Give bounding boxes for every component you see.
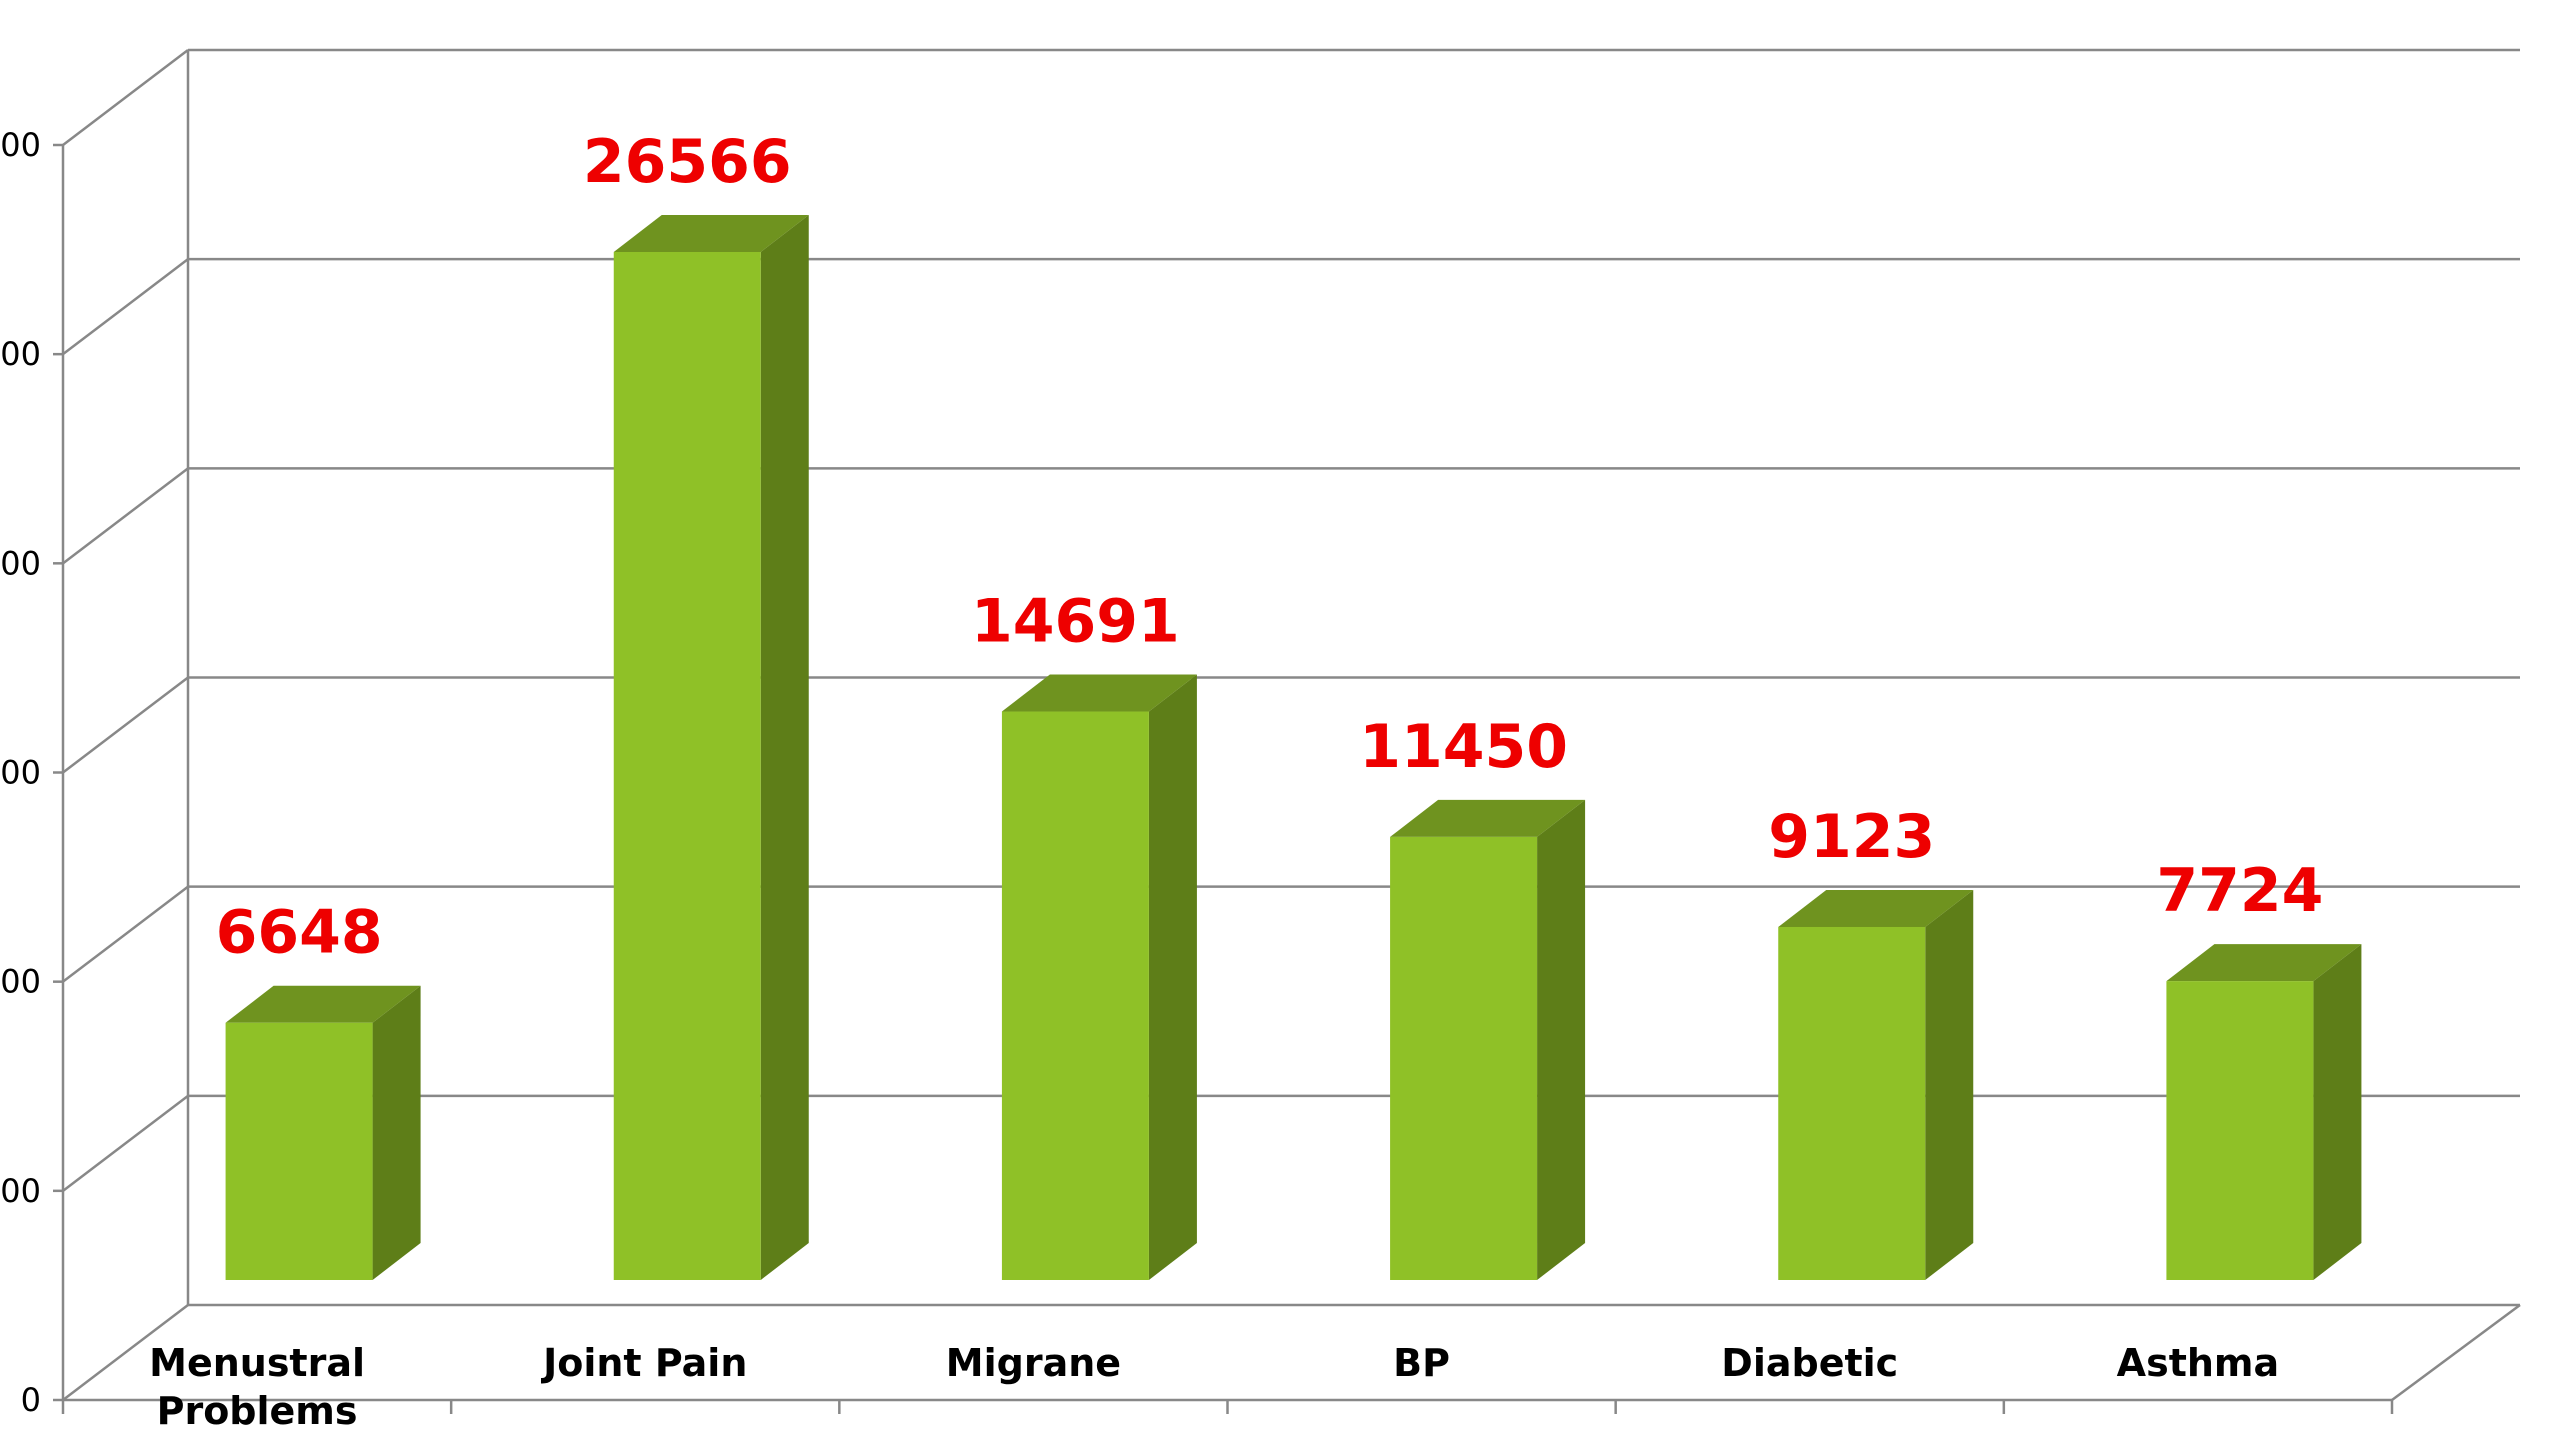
gridlines — [62, 48, 2521, 1402]
side-wall-line — [62, 1094, 189, 1192]
side-wall-line — [62, 885, 189, 983]
bar-top — [1778, 889, 1974, 927]
bar-side — [1925, 889, 1974, 1280]
bar-top — [1001, 674, 1197, 712]
y-tick-label: 15000 — [0, 754, 41, 792]
bar-side — [2313, 944, 2362, 1280]
data-label: 9123 — [1768, 802, 1935, 872]
bar — [613, 252, 761, 1280]
data-label: 26566 — [583, 127, 792, 197]
bar-top — [225, 985, 421, 1023]
side-wall-line — [62, 1304, 189, 1401]
y-tick-label: 10000 — [0, 963, 41, 1001]
y-tick-label: 25000 — [0, 335, 41, 373]
x-category-label: BP — [1393, 1341, 1450, 1385]
side-wall-line — [62, 49, 189, 146]
data-label: 6648 — [216, 898, 383, 968]
bars — [225, 215, 2362, 1280]
x-category-label: Problems — [157, 1389, 358, 1433]
x-category-label: Menustral — [149, 1341, 365, 1385]
bar-top — [1390, 799, 1586, 837]
bar-side — [1148, 674, 1197, 1280]
data-label: 11450 — [1359, 712, 1568, 782]
data-label: 14691 — [971, 587, 1180, 657]
y-tick-label: 5000 — [0, 1172, 41, 1210]
bar — [2166, 981, 2314, 1280]
data-label: 7724 — [2156, 856, 2323, 926]
y-tick-label: 30000 — [0, 126, 41, 164]
floor-right-edge — [2391, 1303, 2521, 1402]
side-wall-line — [62, 467, 189, 565]
side-wall-line — [62, 676, 189, 774]
bar — [225, 1022, 373, 1280]
bar-top — [2166, 944, 2362, 982]
y-tick-label: 20000 — [0, 544, 41, 582]
labels: 0 5000 10000 15000 20000 25000 30000 6648 Menust… — [0, 126, 2323, 1433]
x-category-label: Asthma — [2117, 1341, 2279, 1385]
bar-side — [760, 215, 809, 1280]
bar — [1778, 926, 1926, 1280]
axes — [53, 143, 2394, 1414]
x-category-label: Diabetic — [1721, 1341, 1898, 1385]
bar-top — [613, 215, 809, 252]
bar — [1390, 836, 1538, 1280]
side-wall-line — [62, 258, 189, 356]
bar-side — [372, 985, 421, 1280]
x-category-label: Joint Pain — [540, 1341, 747, 1385]
bar-side — [1537, 799, 1586, 1280]
x-category-label: Migrane — [946, 1341, 1121, 1385]
bar — [1001, 711, 1149, 1280]
y-tick-label: 0 — [21, 1381, 41, 1419]
